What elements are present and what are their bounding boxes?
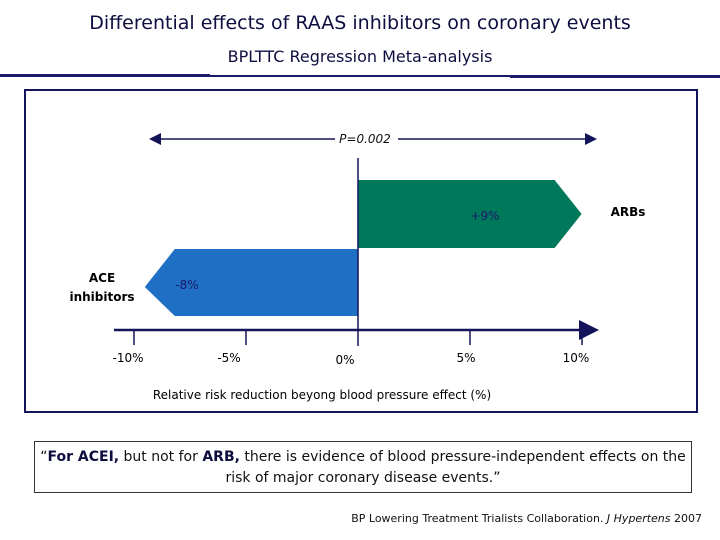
bar-ace-inhibitors bbox=[144, 249, 358, 316]
slide-title: Differential effects of RAAS inhibitors … bbox=[89, 12, 631, 34]
citation-journal: J Hypertens bbox=[606, 512, 671, 525]
quote-open: “ bbox=[40, 449, 48, 465]
p-value-annotation: P=0.002 bbox=[339, 132, 391, 146]
bar-arbs bbox=[358, 180, 582, 248]
x-axis-label: Relative risk reduction beyong blood pre… bbox=[153, 388, 491, 402]
x-tick-label: 0% bbox=[335, 353, 354, 367]
x-tick-label: 10% bbox=[563, 351, 590, 365]
bar-label-arbs: ARBs bbox=[611, 205, 646, 219]
divider bbox=[510, 75, 720, 78]
citation: BP Lowering Treatment Trialists Collabor… bbox=[351, 512, 702, 525]
bar-label-ace-1: ACE bbox=[89, 271, 115, 285]
citation-year: 2007 bbox=[670, 512, 702, 525]
citation-authors: BP Lowering Treatment Trialists Collabor… bbox=[351, 512, 607, 525]
divider bbox=[210, 75, 510, 77]
quote-box: “For ACEI, but not for ARB, there is evi… bbox=[34, 441, 692, 493]
quote-close: ” bbox=[493, 470, 501, 486]
x-tick-label: -10% bbox=[112, 351, 143, 365]
data-label-arbs: +9% bbox=[470, 209, 499, 223]
slide-subtitle: BPLTTC Regression Meta-analysis bbox=[227, 47, 493, 66]
quote-bold-arb: ARB, bbox=[202, 449, 240, 465]
data-label-ace: -8% bbox=[175, 278, 198, 292]
divider bbox=[0, 74, 210, 77]
chart: P=0.002 ARBs ACE inhibitors +9% -8% Rela… bbox=[69, 132, 646, 402]
quote-text: there is evidence of blood pressure-inde… bbox=[225, 449, 686, 486]
x-tick-label: -5% bbox=[217, 351, 240, 365]
chart-frame bbox=[24, 89, 698, 413]
x-tick-label: 5% bbox=[456, 351, 475, 365]
bar-label-ace-2: inhibitors bbox=[69, 290, 134, 304]
quote-bold-acei: For ACEI, bbox=[47, 449, 120, 465]
quote-text: but not for bbox=[119, 449, 203, 465]
